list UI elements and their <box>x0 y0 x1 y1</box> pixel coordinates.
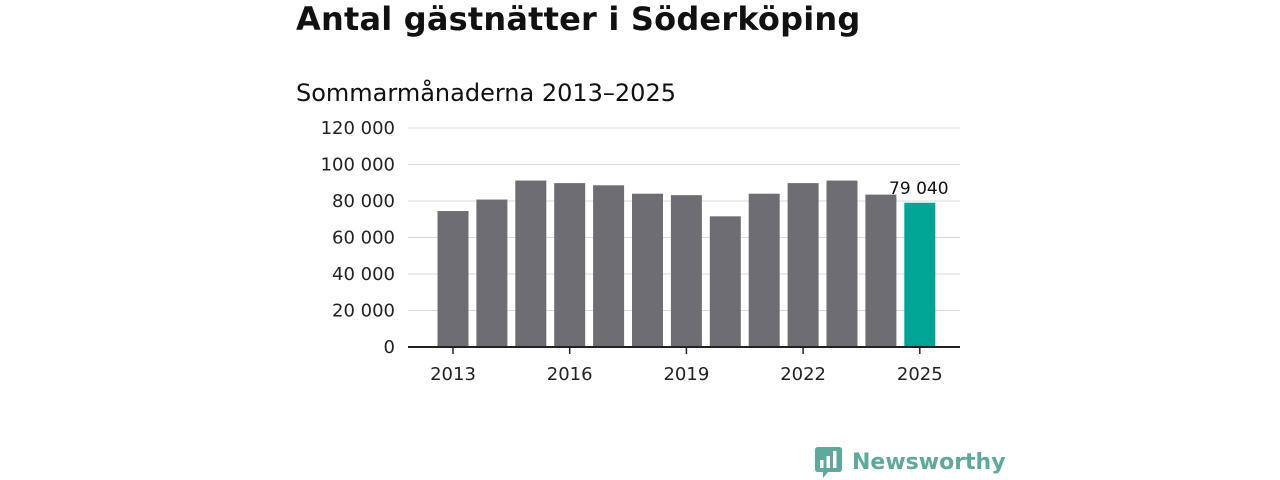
bar-2014 <box>476 199 508 347</box>
bar-2019 <box>670 195 702 347</box>
y-tick-label: 80 000 <box>332 191 395 212</box>
bar-2018 <box>632 193 663 347</box>
x-axis-ticks: 2013 2016 2019 2022 2025 <box>430 347 943 385</box>
bar-2023 <box>826 180 858 347</box>
x-tick-label: 2016 <box>547 364 593 385</box>
x-tick-label: 2013 <box>430 364 476 385</box>
bar-2021 <box>748 193 780 347</box>
brand-name: Newsworthy <box>852 449 1006 475</box>
bar-2022 <box>787 183 819 347</box>
chart-subtitle: Sommarmånaderna 2013–2025 <box>296 79 676 107</box>
newsworthy-logo: Newsworthy <box>815 446 1006 478</box>
bar-2016 <box>554 183 586 347</box>
data-label-2025: 79 040 <box>889 179 948 199</box>
data-labels: 79 040 <box>889 179 948 199</box>
bar-2017 <box>593 185 625 347</box>
bar-2025 <box>904 202 936 347</box>
bars <box>437 180 936 347</box>
y-tick-label: 20 000 <box>332 301 395 322</box>
y-axis-ticks: 0 20 000 40 000 60 000 80 000 100 000 120 000 <box>321 118 395 358</box>
x-tick-label: 2022 <box>780 364 826 385</box>
bar-2015 <box>515 180 547 347</box>
y-tick-label: 0 <box>384 337 395 358</box>
bar-2024 <box>865 194 897 347</box>
y-tick-label: 40 000 <box>332 264 395 285</box>
y-tick-label: 120 000 <box>321 118 395 139</box>
y-tick-label: 100 000 <box>321 155 395 176</box>
y-tick-label: 60 000 <box>332 228 395 249</box>
x-tick-label: 2019 <box>663 364 709 385</box>
chart-title: Antal gästnätter i Söderköping <box>296 0 861 38</box>
bar-2013 <box>437 211 469 347</box>
bar-2020 <box>709 216 741 347</box>
x-tick-label: 2025 <box>897 364 943 385</box>
bar-chart-speech-bubble-icon <box>815 446 842 478</box>
